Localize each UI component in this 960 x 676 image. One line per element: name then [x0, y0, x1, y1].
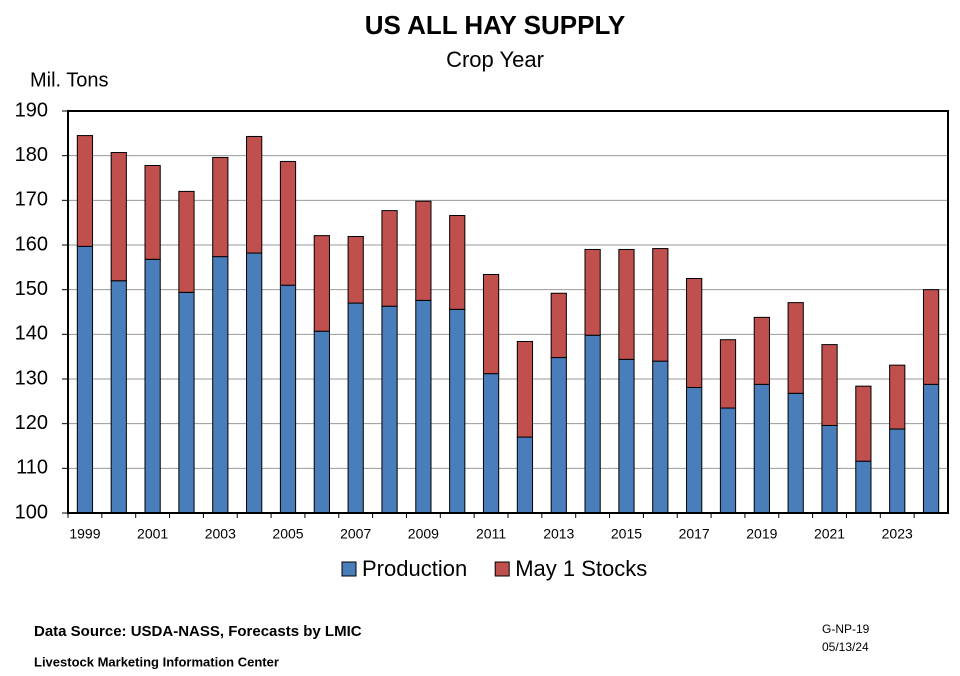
bar-segment [922, 383, 940, 514]
bar-segment [719, 407, 737, 514]
source-note: Data Source: USDA-NASS, Forecasts by LMI… [34, 623, 362, 640]
y-tick-label: 190 [15, 99, 48, 121]
bar-segment [279, 284, 297, 514]
chart-subtitle: Crop Year [446, 47, 544, 72]
bar-segment [212, 156, 229, 258]
bar-segment [550, 357, 567, 514]
bar-segment [144, 164, 161, 260]
bar-segment [246, 135, 263, 254]
bar-segment [787, 302, 804, 394]
bar-segment [110, 152, 127, 282]
bar-segment [584, 248, 601, 336]
y-tick-label: 100 [15, 501, 48, 523]
bar-segment [449, 308, 466, 514]
chart-code: G-NP-19 [822, 622, 870, 636]
y-tick-label: 130 [15, 367, 48, 389]
x-tick-label: 2011 [476, 526, 506, 542]
bar-segment [652, 248, 669, 362]
x-tick-label: 2021 [814, 526, 845, 542]
bar-segment [618, 248, 635, 360]
bar-segment [381, 305, 398, 514]
bar-segment [821, 344, 838, 426]
bar-segment [347, 236, 364, 304]
legend-swatch [494, 561, 510, 577]
x-tick-label: 2007 [340, 526, 371, 542]
bar-segment [381, 210, 398, 307]
bar-segment [889, 428, 906, 514]
bar-segment [516, 436, 534, 514]
bar-segment [415, 200, 432, 301]
bar-segment [753, 383, 770, 514]
bar-segment [719, 339, 737, 409]
bar-segment [482, 273, 500, 375]
bar-segment [889, 364, 906, 430]
bar-segment [482, 373, 500, 514]
bar-segment [652, 360, 669, 514]
bar-segment [584, 334, 601, 514]
y-tick-label: 150 [15, 278, 48, 300]
x-tick-label: 2003 [205, 526, 236, 542]
bar-segment [415, 299, 432, 514]
x-tick-label: 2017 [679, 526, 710, 542]
bar-segment [855, 385, 872, 462]
bar-segment [178, 291, 195, 514]
bar-segment [76, 245, 94, 514]
bar-segment [313, 235, 330, 332]
bar-segment [855, 460, 872, 514]
bar-segment [144, 258, 161, 514]
bar-segment [550, 292, 567, 359]
bar-segment [76, 135, 94, 247]
y-tick-label: 170 [15, 189, 48, 211]
bar-segment [449, 215, 466, 310]
x-tick-label: 2009 [408, 526, 439, 542]
legend-label: May 1 Stocks [515, 556, 647, 581]
bar-segment [347, 302, 364, 514]
bar-segment [618, 358, 635, 514]
x-tick-label: 2015 [611, 526, 642, 542]
bar-segment [753, 316, 770, 385]
bar-segment [787, 392, 804, 514]
bar-segment [246, 252, 263, 514]
x-tick-label: 2005 [272, 526, 303, 542]
bar-segment [212, 256, 229, 514]
bar-segment [821, 424, 838, 514]
y-tick-label: 140 [15, 323, 48, 345]
chart-title: US ALL HAY SUPPLY [365, 10, 626, 40]
y-tick-label: 120 [15, 412, 48, 434]
organization: Livestock Marketing Information Center [34, 654, 279, 669]
y-axis-label: Mil. Tons [30, 69, 109, 91]
bar-segment [516, 340, 534, 438]
legend-label: Production [362, 556, 467, 581]
bar-segment [922, 289, 940, 385]
bar-segment [279, 160, 297, 286]
bar-segment [313, 330, 330, 514]
bar-segment [686, 278, 703, 388]
x-tick-label: 2019 [746, 526, 777, 542]
x-tick-label: 2023 [882, 526, 913, 542]
bar-segment [178, 190, 195, 293]
plot-frame [67, 110, 949, 514]
chart-date: 05/13/24 [822, 640, 869, 654]
x-tick-label: 1999 [69, 526, 100, 542]
y-tick-label: 110 [16, 457, 48, 479]
legend-swatch [341, 561, 357, 577]
x-tick-label: 2013 [543, 526, 574, 542]
bar-segment [110, 280, 127, 514]
y-tick-label: 180 [15, 144, 48, 166]
bar-segment [686, 386, 703, 514]
y-tick-label: 160 [15, 233, 48, 255]
x-tick-label: 2001 [137, 526, 168, 542]
